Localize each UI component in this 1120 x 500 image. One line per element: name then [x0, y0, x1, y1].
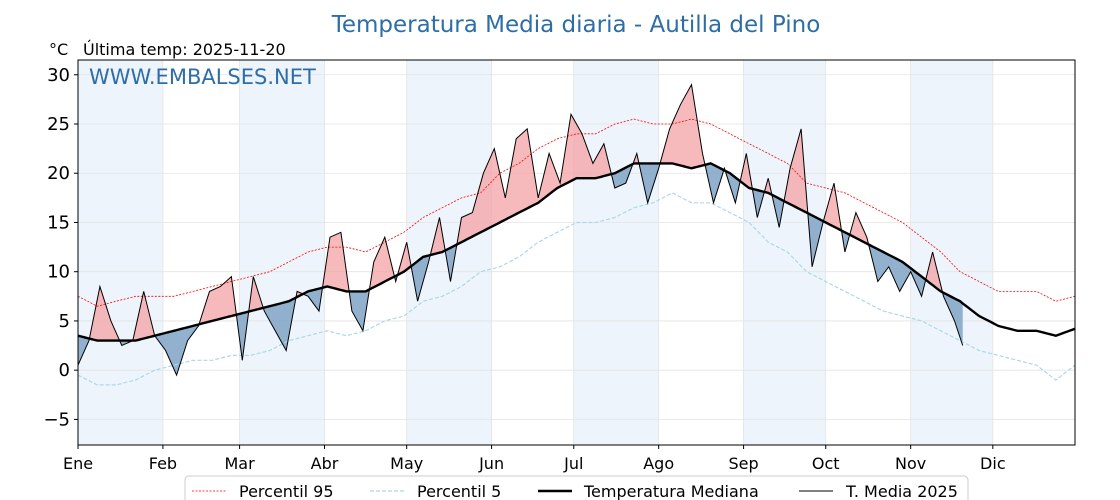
legend-label-p95: Percentil 95 — [239, 482, 334, 500]
y-tick-label: 20 — [47, 163, 70, 184]
x-tick-label: Dic — [980, 454, 1006, 473]
y-tick-label: 25 — [47, 114, 70, 135]
y-tick-label: 15 — [47, 212, 70, 233]
plot-frame — [77, 59, 1076, 446]
y-axis-unit: °C — [49, 40, 68, 59]
x-tick-label: Feb — [149, 454, 177, 473]
month-bands — [78, 60, 993, 445]
x-tick-label: Mar — [225, 454, 256, 473]
month-band — [573, 60, 659, 445]
legend-label-median: Temperatura Mediana — [583, 482, 759, 500]
y-tick-label: −5 — [43, 409, 70, 430]
x-tick-label: May — [390, 454, 423, 473]
x-tick-label: Nov — [895, 454, 926, 473]
legend-label-t2025: T. Media 2025 — [845, 482, 958, 500]
y-tick-label: 10 — [47, 262, 70, 283]
x-tick-label: Jul — [563, 454, 583, 473]
month-band — [239, 60, 325, 445]
series-line-temperatura-mediana — [78, 162, 1075, 342]
y-tick-label: 0 — [59, 360, 70, 381]
x-tick-label: Ago — [643, 454, 674, 473]
x-tick-label: Abr — [311, 454, 339, 473]
chart-title: Temperatura Media diaria - Autilla del P… — [331, 12, 821, 38]
x-tick-label: Oct — [812, 454, 840, 473]
month-band — [910, 60, 993, 445]
y-tick-label: 5 — [59, 311, 70, 332]
series-line-percentil-5 — [78, 192, 1075, 386]
watermark: WWW.EMBALSES.NET — [89, 65, 316, 89]
x-tick-label: Ene — [63, 454, 93, 473]
below-median-fill — [78, 163, 963, 376]
legend: Percentil 95 Percentil 5 Temperatura Med… — [184, 475, 969, 500]
series-line-percentil-95 — [78, 118, 1075, 307]
legend-label-p5: Percentil 5 — [417, 482, 501, 500]
x-tick-label: Sep — [729, 454, 759, 473]
last-update-label: Última temp: 2025-11-20 — [83, 40, 286, 59]
above-median-fill — [78, 84, 963, 341]
y-tick-label: 30 — [47, 65, 70, 86]
x-tick-label: Jun — [478, 454, 504, 473]
series-line-t-media-2025 — [78, 83, 964, 377]
axis-ticks: Ene Feb Mar Abr May Jun Jul Ago Sep Oct Nov Dic −5 0 5… — [43, 65, 1005, 473]
month-band — [78, 60, 163, 445]
